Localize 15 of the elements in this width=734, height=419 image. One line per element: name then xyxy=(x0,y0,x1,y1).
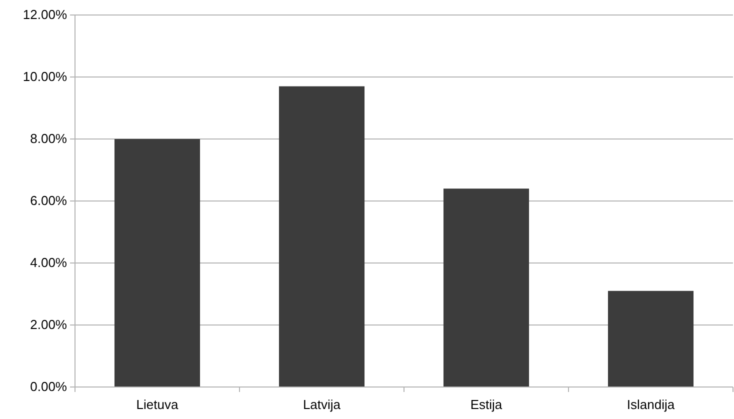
y-tick-label: 12.00% xyxy=(22,7,68,22)
bar xyxy=(443,188,530,387)
bar xyxy=(608,290,694,387)
x-tick-label: Islandija xyxy=(626,397,676,412)
x-tick-label: Estija xyxy=(470,397,503,412)
y-tick-label: 8.00% xyxy=(30,131,68,146)
y-tick-label: 0.00% xyxy=(30,379,68,394)
x-tick-label: Lietuva xyxy=(136,397,179,412)
x-tick-label: Latvija xyxy=(302,397,342,412)
y-tick-label: 6.00% xyxy=(30,193,68,208)
y-tick-label: 2.00% xyxy=(30,317,68,332)
bar xyxy=(114,139,200,387)
y-tick-label: 10.00% xyxy=(22,69,68,84)
y-tick-label: 4.00% xyxy=(30,255,68,270)
bar xyxy=(278,86,365,387)
